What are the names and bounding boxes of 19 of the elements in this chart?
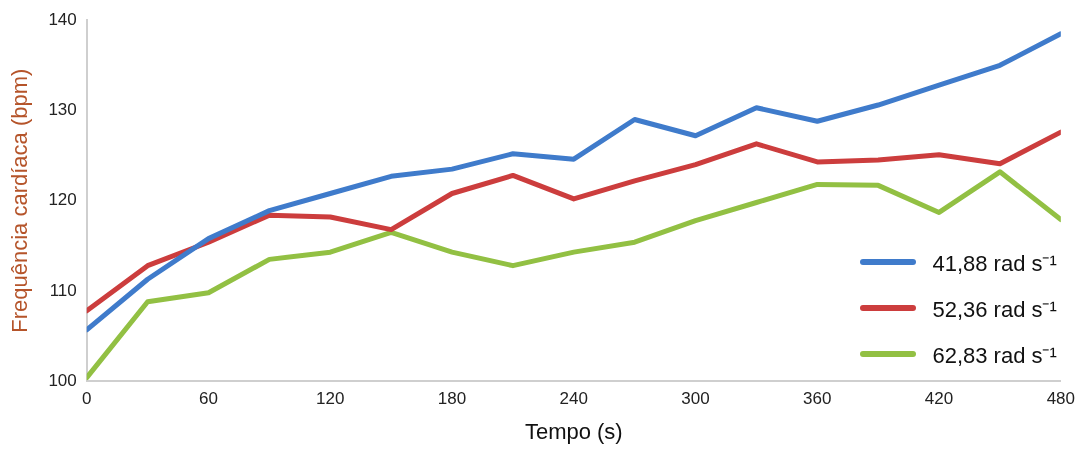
x-tick-label: 240 bbox=[559, 389, 588, 409]
y-tick-label: 140 bbox=[48, 9, 77, 29]
y-tick-label: 120 bbox=[48, 190, 77, 210]
x-tick-label: 360 bbox=[803, 389, 832, 409]
x-tick-label: 180 bbox=[437, 389, 467, 409]
y-tick-label: 100 bbox=[48, 370, 77, 390]
legend-label: 41,88 rad s⁻¹ bbox=[932, 250, 1057, 278]
x-tick-label: 480 bbox=[1046, 389, 1076, 409]
y-axis-title: Frequência cardíaca (bpm) bbox=[7, 68, 33, 333]
x-tick-label: 300 bbox=[681, 389, 710, 409]
y-tick-label: 130 bbox=[48, 100, 77, 120]
x-axis-title: Tempo (s) bbox=[524, 418, 623, 444]
y-tick-label: 110 bbox=[49, 280, 77, 300]
x-tick-label: 420 bbox=[924, 389, 954, 409]
legend-label: 62,83 rad s⁻¹ bbox=[932, 342, 1057, 370]
x-tick-label: 0 bbox=[82, 389, 92, 409]
legend-label: 52,36 rad s⁻¹ bbox=[932, 296, 1057, 324]
x-tick-label: 60 bbox=[199, 389, 218, 409]
x-tick-label: 120 bbox=[316, 389, 345, 409]
